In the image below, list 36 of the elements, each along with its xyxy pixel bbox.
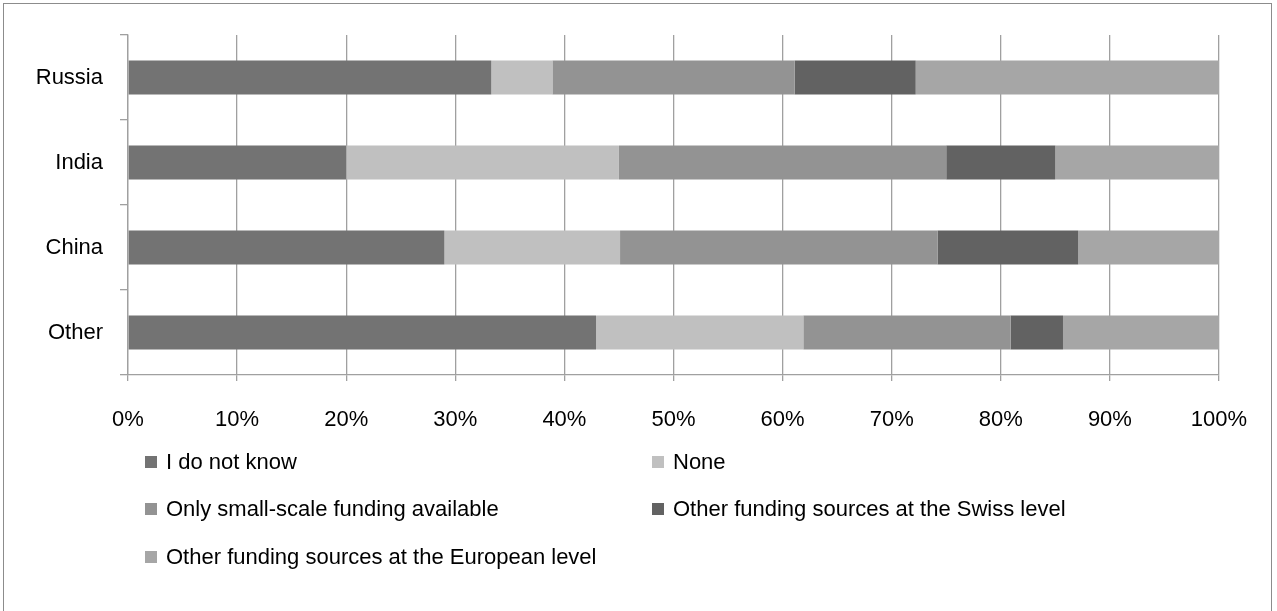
x-tick-label: 70% — [869, 406, 914, 432]
legend-label: Only small-scale funding available — [166, 496, 499, 523]
x-tick-label: 80% — [978, 406, 1023, 432]
bar — [128, 60, 492, 95]
bar — [491, 60, 553, 95]
bar — [1010, 315, 1063, 350]
bar — [346, 145, 619, 180]
bar — [620, 230, 938, 265]
bar — [946, 145, 1056, 180]
x-tick-label: 50% — [651, 406, 696, 432]
x-tick-label: 30% — [433, 406, 478, 432]
bar — [618, 145, 947, 180]
legend-label: Other funding sources at the European level — [166, 543, 597, 570]
x-tick-label: 100% — [1190, 406, 1248, 432]
x-tick-label: 90% — [1087, 406, 1132, 432]
y-tick-label: Other — [47, 318, 103, 344]
y-tick-label: India — [55, 148, 104, 174]
bar — [596, 315, 804, 350]
bar — [444, 230, 621, 265]
bar — [803, 315, 1011, 350]
bar — [128, 315, 597, 350]
legend-label: None — [673, 448, 726, 475]
bar — [794, 60, 916, 95]
x-tick-label: 60% — [760, 406, 805, 432]
x-tick-label: 10% — [215, 406, 260, 432]
bar — [937, 230, 1079, 265]
legend-label: Other funding sources at the Swiss level — [673, 496, 1066, 523]
legend-label: I do not know — [166, 448, 297, 475]
x-tick-label: 40% — [542, 406, 587, 432]
y-tick-label: China — [45, 233, 104, 259]
x-tick-label: 20% — [324, 406, 369, 432]
bar — [128, 145, 347, 180]
x-tick-label: 0% — [112, 406, 144, 432]
bar — [128, 230, 445, 265]
bar — [552, 60, 795, 95]
y-tick-label: Russia — [35, 63, 104, 89]
